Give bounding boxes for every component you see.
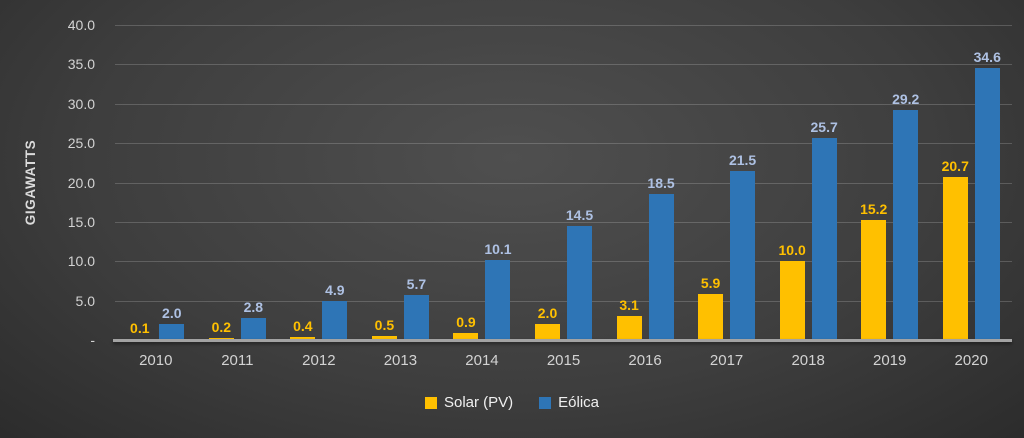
gridline [115, 103, 1012, 105]
bar-value-label: 29.2 [892, 91, 920, 108]
bar-group-2013: 0.5 5.7 [360, 25, 442, 340]
bar-e-lica-2011: 2.8 [240, 299, 266, 340]
x-tick-label-2014: 2014 [465, 352, 499, 369]
bar-solar-pv-2018: 10.0 [779, 242, 806, 340]
x-tick-label-2017: 2017 [709, 352, 744, 369]
bar-e-lica-2017: 21.5 [729, 152, 756, 340]
legend-swatch-solar-pv [424, 396, 437, 409]
y-tick-label: 30.0 [67, 95, 95, 112]
y-tick-label: 20.0 [67, 174, 95, 191]
x-tick-label-2018: 2018 [791, 352, 825, 369]
bar-value-label: 2.0 [537, 305, 558, 322]
bar-e-lica-2015: 14.5 [566, 207, 593, 340]
legend-item-e-lica: Eólica [539, 394, 599, 411]
y-tick-label: 5.0 [75, 292, 95, 309]
bar-group-2016: 3.1 18.5 [604, 25, 686, 340]
x-tick-label-2019: 2019 [873, 352, 907, 369]
bar-value-label: 15.2 [860, 201, 888, 218]
plot-area: 0.1 2.0 0.2 2.8 0.4 4.9 0.5 5.7 0.9 10.1 2.0 14.5 3.… [115, 25, 1012, 340]
bar-group-2018: 10.0 25.7 [767, 25, 849, 340]
gridline [115, 300, 1012, 302]
legend: Solar (PV) Eólica [0, 394, 1024, 411]
bar-group-2020: 20.7 34.6 [930, 25, 1012, 340]
bar-value-label: 18.5 [647, 175, 675, 192]
bar-value-label: 25.7 [810, 118, 838, 135]
bar-solar-pv-2017: 5.9 [698, 275, 724, 340]
bar-value-label: 5.7 [406, 276, 427, 293]
bar-solar-pv-2020: 20.7 [942, 158, 969, 340]
bar-e-lica-2019: 29.2 [892, 91, 919, 340]
legend-swatch-e-lica [539, 396, 552, 409]
y-tick-label: 10.0 [67, 253, 95, 270]
bar-value-label: 20.7 [941, 158, 969, 174]
bar-value-label: 10.1 [484, 241, 512, 258]
gridline [115, 64, 1012, 66]
bar-value-label: 2.8 [243, 298, 264, 315]
bar-group-2017: 5.9 21.5 [686, 25, 768, 340]
x-tick-label-2010: 2010 [139, 352, 173, 369]
bar-solar-pv-2015: 2.0 [535, 305, 560, 340]
bar-value-label: 5.9 [700, 274, 721, 291]
y-tick-label: 15.0 [67, 213, 95, 230]
bar-group-2015: 2.0 14.5 [523, 25, 605, 340]
y-tick-label: 40.0 [67, 17, 95, 33]
bar-solar-pv-2016: 3.1 [616, 297, 642, 340]
bar-group-2019: 15.2 29.2 [849, 25, 931, 340]
bar-e-lica-2014: 10.1 [484, 241, 512, 340]
bar-value-label: 3.1 [619, 296, 639, 313]
bar-group-2011: 0.2 2.8 [197, 25, 279, 340]
bar-value-label: 34.6 [973, 48, 1001, 65]
bar-group-2010: 0.1 2.0 [115, 25, 197, 340]
bar-e-lica-2020: 34.6 [974, 49, 1001, 340]
bar-value-label: 4.9 [325, 282, 345, 299]
bar-solar-pv-2012: 0.4 [290, 318, 316, 340]
y-axis-ticks: 40.0 35.0 30.0 25.0 20.0 15.0 10.0 5.0 - [0, 17, 95, 348]
y-tick-label: 25.0 [67, 135, 95, 152]
bar-group-2014: 0.9 10.1 [441, 25, 523, 340]
bars-container: 0.1 2.0 0.2 2.8 0.4 4.9 0.5 5.7 0.9 10.1 2.0 14.5 3.… [115, 25, 1012, 340]
bar-value-label: 0.1 [130, 320, 150, 336]
bar-solar-pv-2013: 0.5 [371, 317, 397, 340]
gridline [115, 221, 1012, 223]
x-tick-label-2011: 2011 [221, 352, 254, 369]
bar-value-label: 21.5 [728, 151, 757, 168]
x-tick-label-2015: 2015 [546, 352, 581, 369]
bar-e-lica-2016: 18.5 [647, 175, 675, 340]
gridline [115, 182, 1012, 184]
x-tick-label-2012: 2012 [302, 352, 336, 369]
x-axis-line [113, 339, 1012, 342]
y-tick-label: 35.0 [67, 56, 95, 73]
bar-value-label: 14.5 [565, 206, 594, 223]
bar-solar-pv-2014: 0.9 [453, 314, 479, 340]
y-tick-label: - [90, 332, 95, 348]
bar-value-label: 0.9 [456, 313, 476, 330]
bar-e-lica-2013: 5.7 [403, 276, 429, 340]
bar-value-label: 10.0 [778, 242, 806, 259]
x-tick-label-2020: 2020 [954, 352, 988, 369]
bar-value-label: 0.4 [293, 317, 313, 334]
gridline [115, 143, 1012, 145]
gridline [115, 261, 1012, 263]
bar-value-label: 0.2 [211, 319, 232, 336]
bar-e-lica-2010: 2.0 [159, 305, 185, 340]
bar-group-2012: 0.4 4.9 [278, 25, 360, 340]
legend-label: Solar (PV) [443, 394, 514, 411]
legend-item-solar-pv: Solar (PV) [424, 394, 514, 411]
x-tick-label-2013: 2013 [383, 352, 418, 369]
bar-e-lica-2012: 4.9 [322, 282, 348, 340]
bar-solar-pv-2019: 15.2 [860, 201, 887, 340]
bar-value-label: 0.5 [374, 317, 395, 334]
bar-e-lica-2018: 25.7 [811, 119, 838, 340]
gridline [115, 25, 1012, 26]
bar-value-label: 2.0 [162, 305, 182, 322]
x-axis-labels: 2010 2011 2012 2013 2014 2015 2016 2017 2018 2019… [115, 352, 1012, 369]
x-tick-label-2016: 2016 [628, 352, 662, 369]
legend-label: Eólica [558, 394, 600, 411]
